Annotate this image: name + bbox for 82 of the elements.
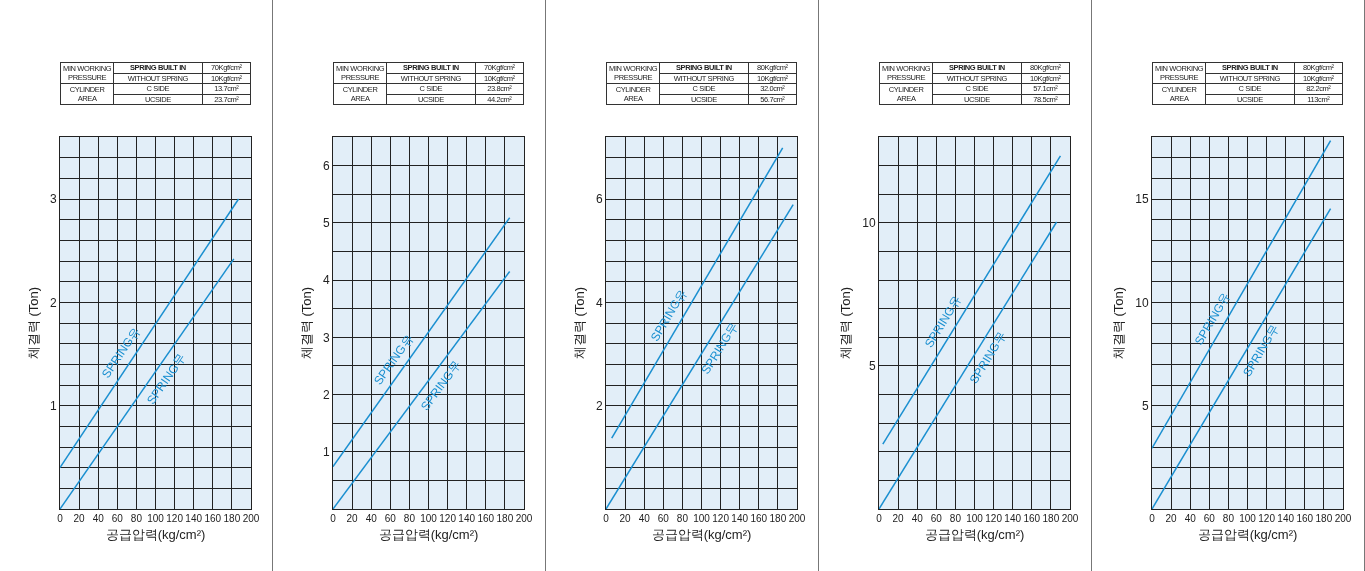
x-axis-title: 공급압력(kg/cm²) (1197, 526, 1298, 542)
x-tick-label: 0 (57, 513, 64, 524)
y-tick-label: 2 (595, 398, 603, 413)
x-tick-label: 0 (330, 513, 337, 524)
x-tick-label: 20 (346, 513, 359, 524)
x-tick-label: 180 (223, 513, 241, 524)
x-tick-label: 140 (458, 513, 476, 524)
x-tick-label: 60 (111, 513, 124, 524)
x-tick-label: 100 (420, 513, 438, 524)
x-tick-label: 100 (966, 513, 984, 524)
x-tick-label: 80 (676, 513, 689, 524)
y-tick-label: 10 (1135, 295, 1149, 310)
x-tick-label: 40 (638, 513, 651, 524)
x-tick-label: 200 (1061, 513, 1079, 524)
x-axis-title: 공급압력(kg/cm²) (105, 526, 206, 542)
x-tick-label: 120 (166, 513, 184, 524)
x-tick-label: 0 (1149, 513, 1156, 524)
x-tick-label: 180 (1042, 513, 1060, 524)
x-tick-label: 80 (1222, 513, 1235, 524)
y-axis-title: 체결력 (Ton) (838, 286, 854, 360)
x-tick-label: 100 (693, 513, 711, 524)
y-tick-label: 15 (1135, 192, 1149, 207)
x-tick-label: 140 (1004, 513, 1022, 524)
x-tick-label: 0 (603, 513, 610, 524)
y-tick-label: 2 (322, 387, 330, 402)
x-tick-label: 60 (1203, 513, 1216, 524)
x-tick-label: 40 (92, 513, 105, 524)
x-tick-label: 40 (911, 513, 924, 524)
x-tick-label: 100 (147, 513, 165, 524)
y-tick-label: 3 (49, 192, 57, 207)
x-tick-label: 20 (619, 513, 632, 524)
x-tick-label: 180 (769, 513, 787, 524)
y-tick-label: 2 (49, 295, 57, 310)
y-tick-label: 6 (595, 192, 603, 207)
x-tick-label: 40 (365, 513, 378, 524)
x-tick-label: 80 (130, 513, 143, 524)
x-tick-label: 200 (1334, 513, 1352, 524)
x-tick-label: 160 (1296, 513, 1314, 524)
x-tick-label: 60 (930, 513, 943, 524)
x-tick-label: 20 (1165, 513, 1178, 524)
y-axis-title: 체결력 (Ton) (298, 286, 314, 360)
x-tick-label: 120 (985, 513, 1003, 524)
x-tick-label: 120 (712, 513, 730, 524)
x-tick-label: 160 (477, 513, 495, 524)
x-tick-label: 20 (73, 513, 86, 524)
x-tick-label: 120 (439, 513, 457, 524)
x-tick-label: 200 (515, 513, 533, 524)
x-axis-title: 공급압력(kg/cm²) (378, 526, 479, 542)
x-tick-label: 120 (1258, 513, 1276, 524)
y-tick-label: 3 (322, 330, 330, 345)
y-tick-label: 10 (862, 216, 876, 231)
x-tick-label: 80 (949, 513, 962, 524)
x-tick-label: 180 (496, 513, 514, 524)
y-axis-title: 체결력 (Ton) (571, 286, 587, 360)
y-axis-title: 체결력 (Ton) (1111, 286, 1127, 360)
y-tick-label: 1 (49, 398, 57, 413)
x-tick-label: 140 (185, 513, 203, 524)
x-tick-label: 160 (204, 513, 222, 524)
y-axis-title: 체결력 (Ton) (25, 286, 41, 360)
x-tick-label: 20 (892, 513, 905, 524)
x-axis-title: 공급압력(kg/cm²) (924, 526, 1025, 542)
x-tick-label: 200 (242, 513, 260, 524)
y-tick-label: 5 (1141, 398, 1149, 413)
y-tick-label: 5 (322, 216, 330, 231)
x-tick-label: 80 (403, 513, 416, 524)
y-tick-label: 1 (322, 444, 330, 459)
x-tick-label: 160 (750, 513, 768, 524)
y-tick-label: 4 (322, 273, 330, 288)
x-tick-label: 160 (1023, 513, 1041, 524)
x-tick-label: 140 (1277, 513, 1295, 524)
x-axis-title: 공급압력(kg/cm²) (651, 526, 752, 542)
x-tick-label: 180 (1315, 513, 1333, 524)
x-tick-label: 60 (657, 513, 670, 524)
x-tick-label: 60 (384, 513, 397, 524)
x-tick-label: 140 (731, 513, 749, 524)
x-tick-label: 200 (788, 513, 806, 524)
x-tick-label: 0 (876, 513, 883, 524)
y-tick-label: 6 (322, 158, 330, 173)
y-tick-label: 5 (868, 359, 876, 374)
x-tick-label: 40 (1184, 513, 1197, 524)
y-tick-label: 4 (595, 295, 603, 310)
x-tick-label: 100 (1239, 513, 1257, 524)
